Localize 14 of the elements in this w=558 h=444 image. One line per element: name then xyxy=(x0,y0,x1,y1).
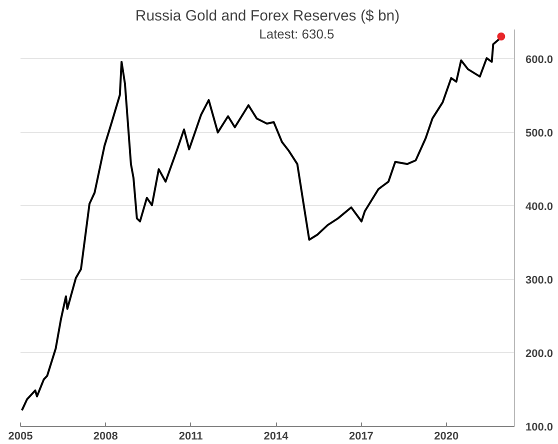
x-tick-label: 2005 xyxy=(8,430,33,442)
annotation: Latest: 630.5 xyxy=(259,26,334,42)
chart-title: Russia Gold and Forex Reserves ($ bn) xyxy=(135,8,400,24)
x-tick-label: 2008 xyxy=(93,430,118,442)
y-tick-label: 500.0 xyxy=(526,127,554,140)
y-tick-label: 300.0 xyxy=(526,274,554,286)
x-tick-label: 2014 xyxy=(264,430,290,442)
y-tick-label: 100.0 xyxy=(526,422,554,434)
y-tick-label: 600.0 xyxy=(526,54,554,66)
y-tick-label: 400.0 xyxy=(526,200,554,213)
y-tick-label: 200.0 xyxy=(526,348,554,360)
x-tick-label: 2020 xyxy=(434,430,459,442)
x-tick-label: 2011 xyxy=(178,430,203,442)
x-tick-label: 2017 xyxy=(348,430,374,442)
